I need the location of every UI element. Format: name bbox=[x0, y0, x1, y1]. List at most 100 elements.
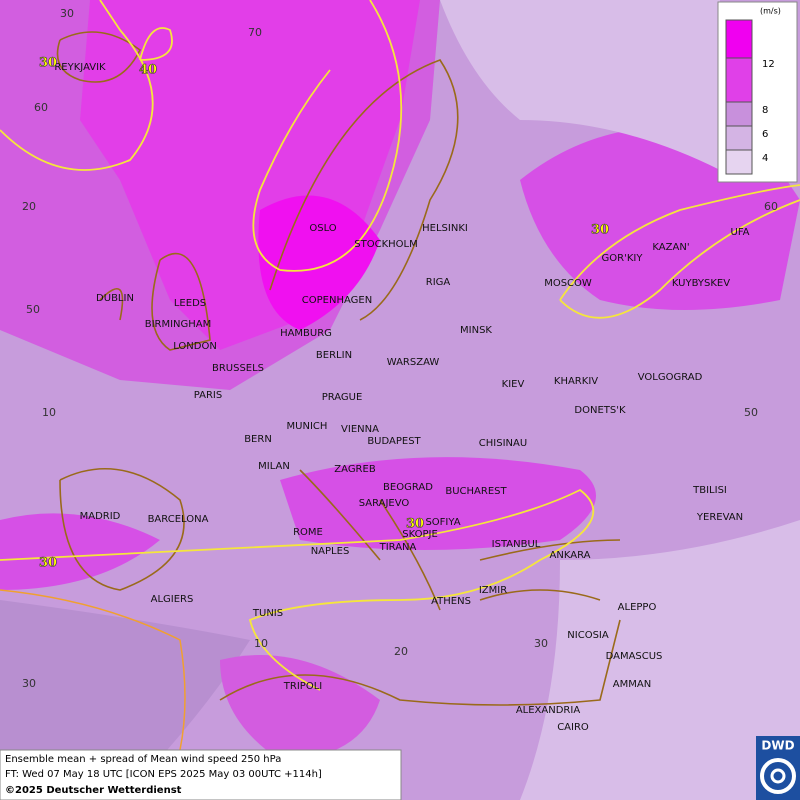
city-label: BUDAPEST bbox=[367, 436, 421, 447]
legend-label: 12 bbox=[762, 59, 775, 70]
city-label: SARAJEVO bbox=[359, 498, 410, 509]
contour-label: 30 bbox=[591, 223, 609, 238]
low-wind bbox=[520, 520, 800, 800]
city-label: REYKJAVIK bbox=[54, 62, 106, 73]
city-label: BEOGRAD bbox=[383, 482, 433, 493]
city-label: BUCHAREST bbox=[445, 486, 507, 497]
coastline bbox=[219, 619, 621, 706]
contour-label: 30 bbox=[39, 556, 57, 571]
legend-swatch bbox=[725, 57, 753, 103]
grid-label: 20 bbox=[22, 200, 36, 213]
grid-label: 60 bbox=[34, 101, 48, 114]
coastline bbox=[269, 59, 459, 321]
city-label: DONETS'K bbox=[574, 405, 626, 416]
city-label: CAIRO bbox=[557, 722, 589, 733]
city-label: CHISINAU bbox=[479, 438, 527, 449]
coastline bbox=[99, 252, 211, 351]
grid-label: 30 bbox=[534, 637, 548, 650]
legend: (m/s) 12 8 6 4 bbox=[717, 1, 798, 183]
city-label: KAZAN' bbox=[652, 242, 689, 253]
city-label: BERLIN bbox=[316, 350, 352, 361]
isotach bbox=[139, 27, 173, 61]
coastline bbox=[59, 468, 185, 591]
legend-label: 4 bbox=[762, 153, 768, 164]
coastline bbox=[299, 469, 621, 611]
city-label: STOCKHOLM bbox=[354, 239, 417, 250]
city-label: BERN bbox=[244, 434, 272, 445]
isotachs-spread bbox=[0, 589, 186, 751]
caption-line: ©2025 Deutscher Wetterdienst bbox=[5, 785, 182, 796]
legend-label: 6 bbox=[762, 129, 768, 140]
legend-swatch bbox=[725, 101, 753, 127]
caption: Ensemble mean + spread of Mean wind spee… bbox=[0, 749, 402, 800]
city-label: ALEPPO bbox=[618, 602, 657, 613]
isotach bbox=[0, 0, 154, 171]
city-label: ANKARA bbox=[550, 550, 591, 561]
city-label: DUBLIN bbox=[96, 293, 134, 304]
jet-region bbox=[280, 457, 596, 550]
city-label: IZMIR bbox=[479, 585, 507, 596]
jet-region bbox=[0, 513, 160, 590]
grid-label: 20 bbox=[394, 645, 408, 658]
city-label: RIGA bbox=[426, 277, 451, 288]
contour-label: 40 bbox=[139, 63, 157, 78]
grid-label: 10 bbox=[42, 406, 56, 419]
grid-label: 50 bbox=[26, 303, 40, 316]
city-label: OSLO bbox=[309, 223, 336, 234]
city-label: MILAN bbox=[258, 461, 290, 472]
city-label: AMMAN bbox=[613, 679, 651, 690]
city-label: LONDON bbox=[173, 341, 217, 352]
caption-box bbox=[0, 749, 402, 800]
city-label: TRIPOLI bbox=[283, 681, 322, 692]
city-label: ALEXANDRIA bbox=[516, 705, 581, 716]
legend-unit: (m/s) bbox=[760, 7, 781, 16]
contour-label: 30 bbox=[39, 56, 57, 71]
city-label: COPENHAGEN bbox=[302, 295, 372, 306]
city-label: ROME bbox=[293, 527, 323, 538]
legend-swatch bbox=[725, 19, 753, 59]
logo: DWD bbox=[756, 736, 800, 800]
logo-swirl bbox=[760, 758, 796, 794]
caption-line: FT: Wed 07 May 18 UTC [ICON EPS 2025 May… bbox=[5, 769, 322, 780]
grid-label: 50 bbox=[744, 406, 758, 419]
labels: REYKJAVIK OSLO STOCKHOLM HELSINKI DUBLIN LEED… bbox=[22, 7, 778, 733]
city-label: VOLGOGRAD bbox=[638, 372, 703, 383]
city-label: HAMBURG bbox=[280, 328, 332, 339]
coastlines bbox=[56, 31, 621, 706]
city-label: LEEDS bbox=[174, 298, 206, 309]
city-label: TUNIS bbox=[252, 608, 283, 619]
city-label: MOSCOW bbox=[544, 278, 592, 289]
isotach bbox=[559, 184, 800, 319]
city-label: KHARKIV bbox=[554, 376, 598, 387]
legend-swatch bbox=[725, 149, 753, 175]
low-wind bbox=[440, 0, 720, 170]
logo-swirl bbox=[770, 768, 786, 784]
grid-label: 30 bbox=[60, 7, 74, 20]
city-label: NAPLES bbox=[311, 546, 350, 557]
city-label: KIEV bbox=[502, 379, 525, 390]
city-label: UFA bbox=[731, 227, 750, 238]
city-label: WARSZAW bbox=[387, 357, 440, 368]
city-label: TBILISI bbox=[692, 485, 727, 496]
city-label: DAMASCUS bbox=[606, 651, 663, 662]
city-label: SKOPJE bbox=[402, 529, 438, 540]
isotach bbox=[0, 488, 595, 691]
city-label: ALGIERS bbox=[151, 594, 194, 605]
isotachs bbox=[0, 0, 800, 691]
caption-line: Ensemble mean + spread of Mean wind spee… bbox=[5, 754, 281, 765]
city-label: ZAGREB bbox=[334, 464, 376, 475]
city-label: TIRANA bbox=[379, 542, 417, 553]
city-label: PRAGUE bbox=[322, 392, 363, 403]
legend-swatch bbox=[725, 125, 753, 151]
grid-label: 30 bbox=[22, 677, 36, 690]
jet-max bbox=[258, 195, 380, 330]
city-label: VIENNA bbox=[341, 424, 379, 435]
grid-label: 70 bbox=[248, 26, 262, 39]
city-label: MINSK bbox=[460, 325, 492, 336]
city-label: HELSINKI bbox=[422, 223, 468, 234]
grid-label: 10 bbox=[254, 637, 268, 650]
city-label: KUYBYSKEV bbox=[672, 278, 730, 289]
isotach bbox=[0, 589, 186, 751]
